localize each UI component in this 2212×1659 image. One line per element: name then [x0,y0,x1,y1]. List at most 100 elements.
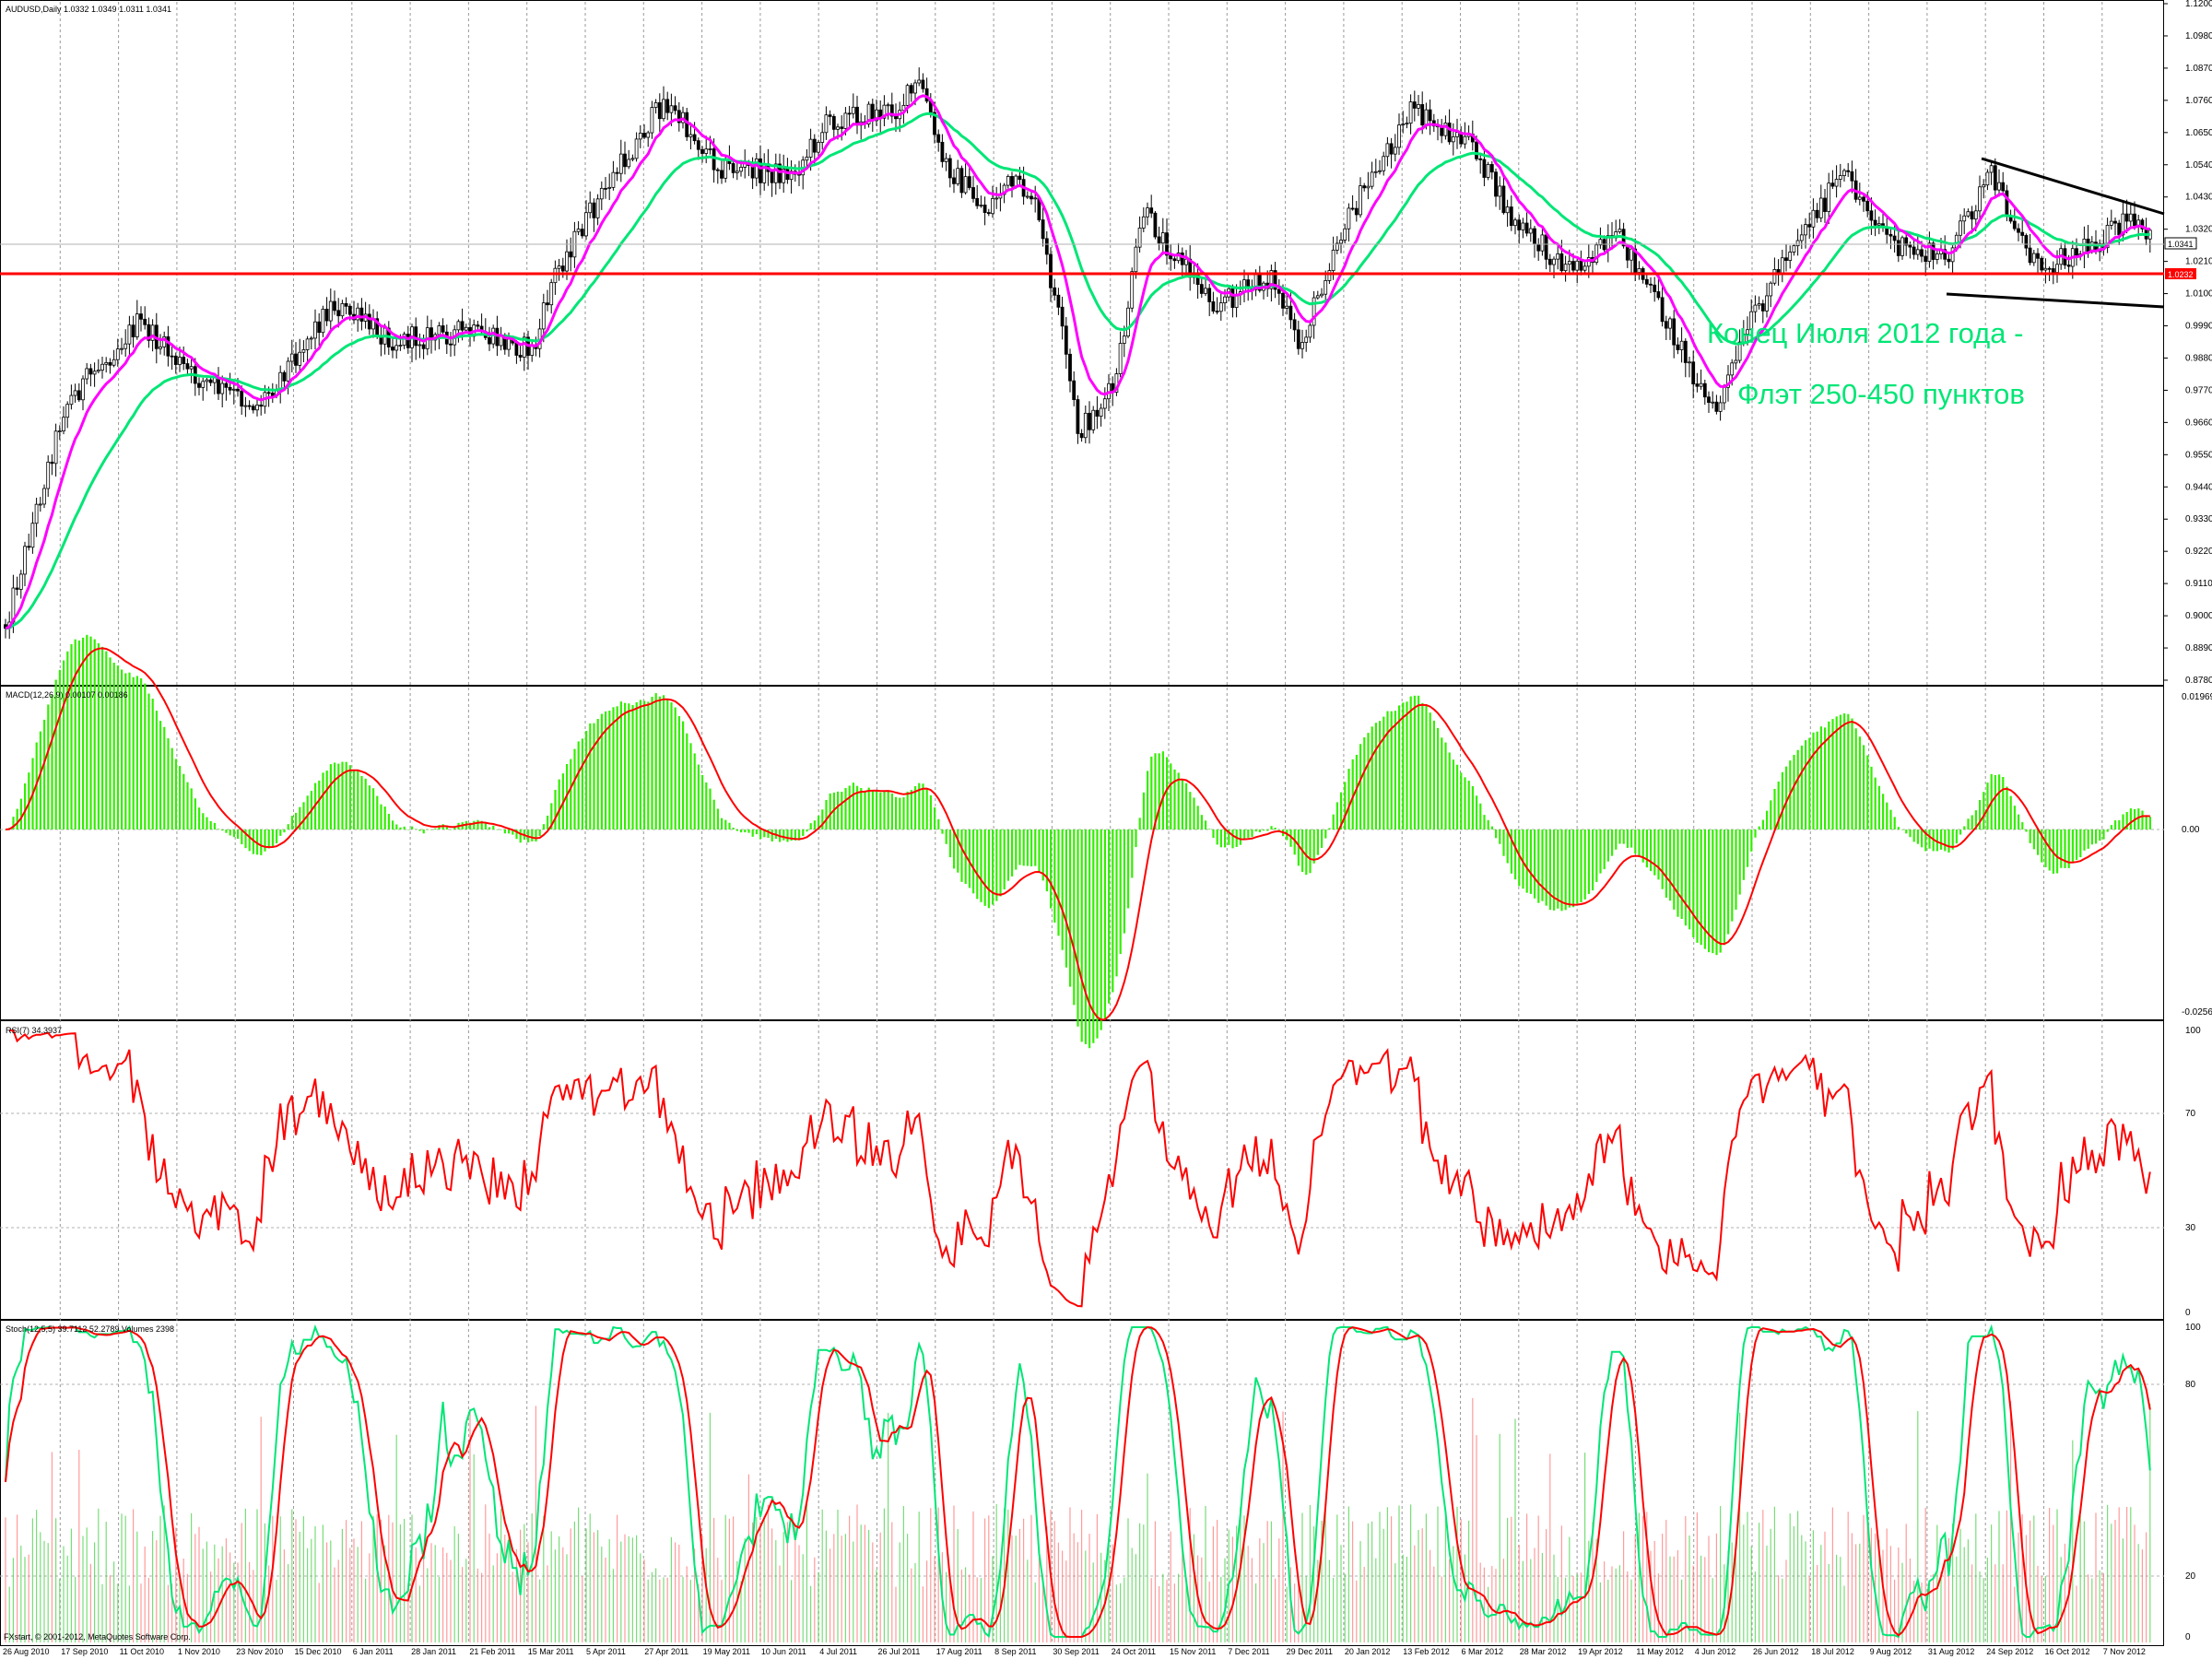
candle-body [1204,288,1207,294]
candle-body [1424,109,1429,125]
candle-body [1993,165,1997,191]
macd-bar [383,806,386,830]
candle-body [889,104,894,117]
candle-body [2031,253,2036,264]
candle-body [1586,257,1591,267]
candle-body [1807,224,1812,228]
macd-bar [302,802,305,830]
macd-bar [654,693,657,830]
candle-body [720,170,724,179]
candle-body [301,349,306,353]
candle-body [1644,278,1649,285]
candle-body [1362,185,1367,189]
candle-body [1737,341,1742,361]
candle-body [1672,318,1677,346]
candle-body [46,461,51,489]
stoch-tick-label: 100 [2185,1323,2201,1333]
macd-bar [1851,718,1853,830]
candle-body [522,336,526,358]
candle-body [1699,382,1703,387]
macd-bar [1812,732,1815,830]
macd-bar [957,830,959,873]
macd-bar [1135,830,1137,848]
candle-body [1799,234,1804,241]
price-axis[interactable]: 1.1200 1.0980 1.0870 1.0760 1.0650 1.0540 1.04… [2164,0,2212,686]
candle-body [1146,207,1149,218]
time-tick-label: 31 Aug 2012 [1928,1647,1975,1656]
candle-body [1126,307,1130,337]
macd-bar [960,830,963,882]
macd-bar [639,700,641,830]
macd-bar [771,830,773,842]
macd-bar [306,795,309,830]
stoch-tick-label: 20 [2185,1571,2196,1582]
triangle-lower-trendline[interactable] [1946,292,2165,309]
macd-bar [1088,830,1091,1049]
macd-bar [983,830,986,906]
candle-body [1904,237,1909,246]
triangle-upper-trendline[interactable] [1981,157,2165,216]
macd-bar [1738,830,1741,895]
macd-bar [1041,830,1044,881]
macd-bar [879,792,882,830]
macd-bar [1409,696,1412,830]
macd-bar [802,830,805,836]
macd-bar [1595,830,1598,882]
macd-bar [132,677,135,830]
macd-bar [1870,766,1873,830]
candle-body [1064,325,1068,355]
macd-bar [972,830,975,894]
macd-bar [124,673,127,830]
stoch-panel[interactable] [0,1320,2164,1646]
candle-body [23,546,27,575]
macd-bar [1015,830,1018,870]
copyright-text: FXstart, © 2001-2012, MetaQuotes Softwar… [4,1632,191,1641]
macd-bar [945,830,947,844]
candle-body [685,112,689,137]
price-panel[interactable] [0,0,2164,686]
macd-bar [256,830,259,855]
macd-bar [1522,830,1524,889]
macd-bar [368,785,371,830]
macd-bar [705,782,708,830]
macd-bar [1251,830,1253,837]
candle-body [150,324,155,341]
horizontal-gridlines [0,829,2164,1577]
candle-body [359,307,364,322]
macd-bar [531,830,534,841]
macd-bar [283,830,286,833]
macd-bar [287,824,289,830]
candle-body [1966,211,1971,217]
macd-bar [512,830,514,835]
candle-body [1792,245,1796,253]
macd-bar [554,789,557,830]
rsi-panel[interactable] [0,1020,2164,1320]
candle-body [208,379,213,383]
candle-body [2133,213,2136,227]
macd-tick-label: 0.00 [2182,825,2200,835]
macd-bar [1770,800,1772,830]
candle-body [2047,267,2052,270]
macd-bar [241,830,243,844]
time-axis[interactable]: 26 Aug 2010 17 Sep 2010 11 Oct 2010 1 Nov 2… [3,1647,2146,1656]
macd-bar [763,830,766,838]
macd-bar [1456,764,1459,830]
macd-bar [43,719,46,830]
macd-bar [1703,830,1706,949]
macd-bar [1189,792,1192,830]
macd-bar [751,830,754,837]
candle-body [1180,253,1184,265]
macd-bar [1568,830,1571,908]
candle-body [1730,362,1735,376]
candle-body [1083,412,1088,439]
time-tick-label: 17 Aug 2011 [936,1647,982,1656]
price-tick-label: 0.9660 [2185,418,2212,428]
macd-bar [890,793,893,830]
macd-bar [1854,728,1857,830]
candle-body [1683,340,1688,363]
candle-body [700,148,704,154]
candle-body [592,202,596,218]
macd-bar [1038,830,1041,872]
candle-body [994,197,999,200]
